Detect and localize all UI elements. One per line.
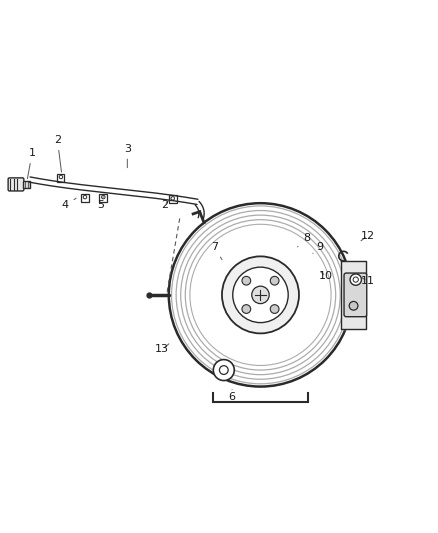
Text: 4: 4 xyxy=(62,198,76,211)
Text: 1: 1 xyxy=(28,148,35,179)
Circle shape xyxy=(83,195,87,199)
Bar xyxy=(57,174,64,182)
Circle shape xyxy=(242,276,251,285)
Circle shape xyxy=(350,274,361,285)
Text: 12: 12 xyxy=(360,231,374,241)
Text: 3: 3 xyxy=(124,143,131,168)
Circle shape xyxy=(169,203,352,386)
Text: 9: 9 xyxy=(313,242,323,253)
Bar xyxy=(81,194,89,202)
Text: 6: 6 xyxy=(229,390,236,402)
Circle shape xyxy=(242,305,251,313)
Circle shape xyxy=(219,366,228,374)
Circle shape xyxy=(233,267,288,322)
Text: 7: 7 xyxy=(211,242,222,260)
Circle shape xyxy=(353,277,358,282)
Text: 13: 13 xyxy=(155,344,169,354)
Text: 10: 10 xyxy=(319,271,333,281)
Circle shape xyxy=(270,305,279,313)
FancyBboxPatch shape xyxy=(8,178,24,191)
Text: 2: 2 xyxy=(161,200,168,211)
Circle shape xyxy=(252,286,269,304)
Circle shape xyxy=(349,302,358,310)
Bar xyxy=(22,181,30,188)
Circle shape xyxy=(102,195,105,199)
Text: 11: 11 xyxy=(360,276,374,286)
FancyBboxPatch shape xyxy=(344,273,367,317)
Bar xyxy=(169,195,177,203)
Text: 2: 2 xyxy=(54,135,61,172)
Circle shape xyxy=(171,197,174,200)
Circle shape xyxy=(222,256,299,333)
Text: 5: 5 xyxy=(98,197,105,211)
Circle shape xyxy=(270,276,279,285)
Bar xyxy=(99,194,107,202)
Circle shape xyxy=(59,175,63,179)
Polygon shape xyxy=(341,261,367,329)
Text: 8: 8 xyxy=(297,233,310,247)
Circle shape xyxy=(213,360,234,381)
